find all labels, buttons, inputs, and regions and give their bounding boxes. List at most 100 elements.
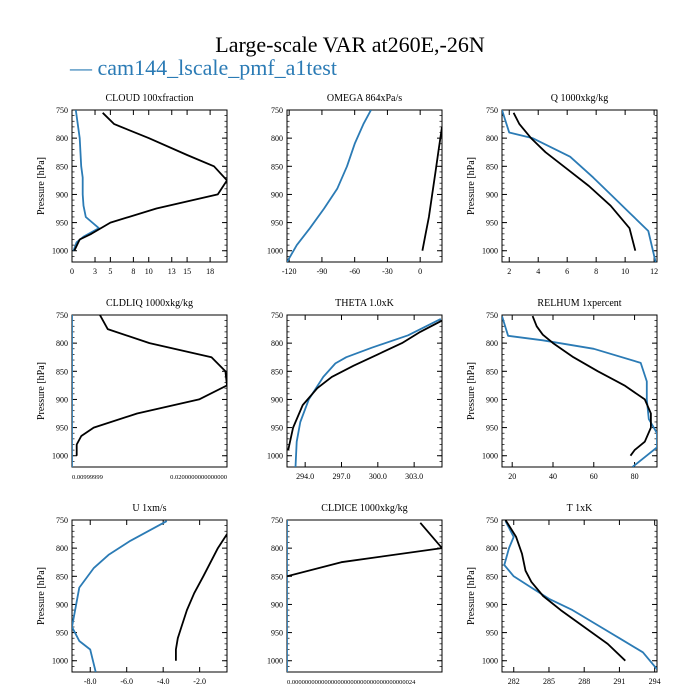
x-tick-label: 13 [168, 267, 176, 276]
y-tick-label: 950 [271, 424, 283, 433]
x-tick-label: 294 [649, 677, 661, 686]
y-tick-label: 1000 [482, 247, 498, 256]
series-line-reference [421, 126, 442, 251]
x-tick-label: 2 [507, 267, 511, 276]
x-tick-label: -6.0 [120, 677, 133, 686]
y-tick-label: 850 [486, 572, 498, 581]
x-tick-label: 5 [108, 267, 112, 276]
x-tick-label: 80 [631, 472, 639, 481]
series-line-model [72, 520, 168, 672]
y-tick-label: 750 [486, 516, 498, 525]
series-line-reference [512, 112, 637, 251]
y-tick-label: 900 [271, 600, 283, 609]
chart-panel-3: Q 1000xkg/kg Pressure [hPa] 750 800 850 900 95… [466, 93, 658, 276]
y-tick-label: 1000 [52, 247, 68, 256]
y-tick-label: 800 [271, 544, 283, 553]
y-tick-label: 800 [486, 544, 498, 553]
y-tick-label: 900 [271, 395, 283, 404]
series-group [72, 110, 227, 252]
x-tick-label: 0 [70, 267, 74, 276]
series-line-model [294, 318, 442, 467]
plot-frame [71, 109, 228, 263]
y-tick-label: 1000 [267, 247, 283, 256]
y-tick-label: 900 [56, 600, 68, 609]
y-tick-label: 750 [271, 106, 283, 115]
page-title: Large-scale VAR at260E,-26N [215, 32, 485, 57]
y-tick-label: 800 [486, 134, 498, 143]
x-tick-label: 10 [145, 267, 153, 276]
y-tick-label: 1000 [267, 657, 283, 666]
x-tick-label: -60 [349, 267, 360, 276]
y-tick-label: 850 [271, 572, 283, 581]
x-tick-label: 285 [543, 677, 555, 686]
plot-frame [286, 519, 443, 673]
series-group [503, 520, 657, 670]
series-group [287, 110, 442, 262]
x-tick-label: 303.0 [405, 472, 423, 481]
y-tick-label: 950 [486, 424, 498, 433]
x-tick-label: 6 [565, 267, 569, 276]
chart-title: OMEGA 864xPa/s [327, 93, 402, 104]
series-group [72, 315, 227, 467]
series-line-reference [174, 533, 227, 661]
x-tick-label: 12 [650, 267, 658, 276]
chart-title: Q 1000xkg/kg [551, 93, 609, 104]
y-tick-label: 800 [271, 339, 283, 348]
series-group [502, 315, 657, 467]
x-tick-label: -2.0 [193, 677, 206, 686]
series-line-model [502, 110, 657, 262]
x-tick-label: 20 [508, 472, 516, 481]
y-tick-label: 950 [56, 629, 68, 638]
y-axis-label: Pressure [hPa] [466, 157, 477, 215]
x-tick-label: 0.00000000000000000000000000000000000024 [287, 679, 416, 686]
y-tick-label: 800 [486, 339, 498, 348]
chart-title: RELHUM 1xpercent [537, 298, 621, 309]
series-line-reference [531, 315, 652, 457]
x-tick-label: -120 [282, 267, 297, 276]
y-tick-label: 850 [56, 367, 68, 376]
chart-title: CLDLIQ 1000xkg/kg [106, 298, 193, 309]
y-tick-label: 900 [56, 190, 68, 199]
x-tick-label: 15 [183, 267, 191, 276]
y-tick-label: 950 [56, 219, 68, 228]
chart-title: T 1xK [567, 503, 593, 514]
chart-panel-8: CLDICE 1000xkg/kg 750 800 850 900 950 1000 0.00… [267, 503, 443, 686]
y-tick-label: 900 [56, 395, 68, 404]
chart-panel-2: OMEGA 864xPa/s 750 800 850 900 950 1000 -120 -90… [267, 93, 443, 276]
y-axis-label: Pressure [hPa] [36, 567, 47, 625]
y-tick-label: 800 [56, 134, 68, 143]
x-tick-label: 288 [578, 677, 590, 686]
chart-title: CLOUD 100xfraction [105, 93, 193, 104]
chart-panel-9: T 1xK Pressure [hPa] 750 800 850 900 950 1000 28… [466, 503, 661, 686]
y-tick-label: 850 [486, 162, 498, 171]
y-tick-label: 950 [271, 629, 283, 638]
y-tick-label: 800 [56, 544, 68, 553]
y-tick-label: 850 [56, 572, 68, 581]
x-tick-label: 18 [206, 267, 214, 276]
y-tick-label: 1000 [482, 657, 498, 666]
y-tick-label: 800 [271, 134, 283, 143]
y-tick-label: 850 [271, 162, 283, 171]
y-tick-label: 950 [486, 219, 498, 228]
x-tick-label: -30 [382, 267, 393, 276]
y-tick-label: 900 [486, 600, 498, 609]
plot-frame [501, 109, 658, 263]
x-tick-label: 0.00999999 [72, 474, 103, 481]
chart-panel-4: CLDLIQ 1000xkg/kg Pressure [hPa] 750 800 850… [36, 298, 228, 481]
y-tick-label: 950 [271, 219, 283, 228]
plot-frame [501, 519, 658, 673]
series-line-reference [75, 315, 227, 456]
series-group [72, 520, 227, 672]
y-axis-label: Pressure [hPa] [466, 362, 477, 420]
plot-frame [501, 314, 658, 468]
y-tick-label: 1000 [52, 452, 68, 461]
series-line-reference [73, 112, 227, 252]
y-tick-label: 850 [56, 162, 68, 171]
x-tick-label: 0.0200000000000000 [170, 474, 227, 481]
y-axis-label: Pressure [hPa] [36, 157, 47, 215]
y-tick-label: 1000 [267, 452, 283, 461]
y-tick-label: 750 [486, 311, 498, 320]
chart-title: CLDICE 1000xkg/kg [321, 503, 407, 514]
